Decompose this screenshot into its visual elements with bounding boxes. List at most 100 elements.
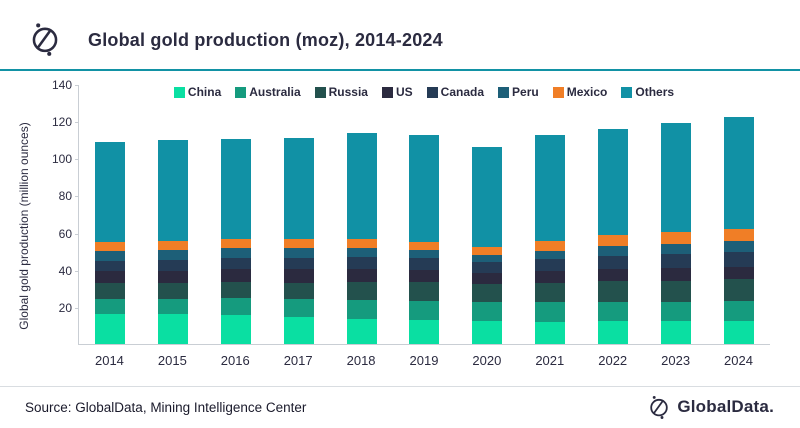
bar-segment-us	[597, 269, 628, 282]
x-tick-label: 2014	[94, 353, 124, 368]
stacked-bar-2022	[597, 128, 628, 344]
bar-segment-canada	[221, 258, 252, 270]
bar-segment-us	[346, 268, 377, 283]
footer: Source: GlobalData, Mining Intelligence …	[0, 386, 800, 428]
legend-swatch-icon	[173, 86, 185, 98]
bar-segment-russia	[158, 282, 189, 299]
bar-segment-others	[660, 122, 691, 233]
y-axis-title: Global gold production (million ounces)	[17, 122, 31, 330]
bar-segment-china	[723, 320, 754, 344]
bar-segment-others	[535, 135, 566, 242]
bar-segment-others	[409, 135, 440, 242]
bar-segment-china	[660, 321, 691, 344]
bar-segment-australia	[723, 301, 754, 321]
y-tick-label: 140	[51, 78, 72, 92]
bar-segment-peru	[472, 254, 503, 262]
bar-segment-mexico	[221, 238, 252, 249]
bar-segment-us	[283, 269, 314, 283]
bar-segment-china	[221, 314, 252, 344]
bar-segment-china	[283, 316, 314, 344]
bar-segment-peru	[283, 248, 314, 259]
brand-block: GlobalData.	[647, 395, 774, 419]
bar-segment-mexico	[409, 241, 440, 250]
legend-item-russia: Russia	[314, 85, 368, 99]
y-tick-label: 60	[58, 226, 72, 241]
source-note: Source: GlobalData, Mining Intelligence …	[25, 400, 307, 415]
bar-segment-canada	[409, 258, 440, 270]
bar-segment-others	[221, 138, 252, 239]
stacked-bar-2015	[158, 140, 189, 344]
stacked-bar-2016	[221, 138, 252, 344]
y-tick-mark	[75, 307, 79, 309]
bar-segment-china	[472, 321, 503, 344]
bar-segment-mexico	[283, 238, 314, 249]
bar-segment-china	[95, 313, 126, 344]
x-tick-label: 2016	[220, 353, 250, 368]
y-tick-label: 80	[58, 189, 72, 204]
legend-label: Australia	[249, 85, 301, 99]
bar-segment-russia	[535, 283, 566, 303]
stacked-bar-2014	[95, 142, 126, 344]
bar-segment-canada	[723, 251, 754, 267]
bar-segment-canada	[346, 257, 377, 269]
globaldata-logo-icon	[32, 23, 58, 56]
bar-segment-australia	[221, 298, 252, 315]
bar-segment-mexico	[723, 229, 754, 242]
bar-segment-peru	[346, 247, 377, 258]
bar-segment-russia	[597, 281, 628, 302]
legend-label: China	[187, 85, 222, 99]
y-tick-mark	[75, 85, 79, 86]
bar-segment-us	[409, 269, 440, 282]
stacked-bar-2018	[346, 133, 377, 344]
x-axis-labels: 2014 2015 2016 2017 2018 2019 2020 2021 2022 2023…	[78, 353, 770, 368]
y-tick-mark	[75, 122, 79, 124]
x-tick-label: 2020	[472, 353, 502, 368]
bar-segment-mexico	[95, 241, 126, 252]
y-tick-mark	[75, 270, 79, 272]
bar-segment-others	[597, 128, 628, 236]
chart-legend: China Australia Russia US Canada Peru Mexico Ot…	[78, 85, 770, 99]
x-tick-label: 2023	[661, 353, 691, 368]
bar-segment-china	[535, 321, 566, 344]
bar-segment-russia	[283, 282, 314, 300]
bar-segment-australia	[95, 298, 126, 314]
bar-segment-peru	[95, 251, 126, 262]
legend-item-mexico: Mexico	[552, 85, 608, 99]
x-tick-label: 2019	[409, 353, 439, 368]
bars-container	[79, 85, 770, 344]
legend-label: Canada	[440, 85, 485, 99]
bar-segment-canada	[472, 261, 503, 273]
bar-segment-russia	[723, 279, 754, 302]
bar-segment-china	[346, 318, 377, 344]
bar-segment-others	[283, 137, 314, 239]
accent-divider	[0, 69, 800, 71]
bar-segment-mexico	[472, 247, 503, 255]
chart-area: China Australia Russia US Canada Peru Mexico Ot…	[0, 71, 800, 385]
legend-label: Mexico	[566, 85, 608, 99]
stacked-bar-2020	[472, 147, 503, 344]
stacked-bar-2024	[723, 116, 754, 344]
bar-segment-russia	[95, 283, 126, 299]
y-tick-mark	[75, 196, 79, 198]
bar-segment-canada	[597, 255, 628, 270]
stacked-bar-2021	[535, 135, 566, 344]
bar-segment-mexico	[597, 235, 628, 247]
bar-segment-canada	[95, 261, 126, 272]
bar-segment-mexico	[158, 240, 189, 251]
bar-segment-canada	[283, 258, 314, 270]
legend-swatch-icon	[235, 86, 247, 98]
y-tick-label: 20	[58, 300, 72, 315]
bar-segment-russia	[660, 280, 691, 302]
legend-label: US	[395, 85, 413, 99]
stacked-bar-2017	[283, 137, 314, 344]
bar-segment-australia	[283, 299, 314, 317]
bar-segment-russia	[221, 282, 252, 299]
bar-segment-mexico	[660, 232, 691, 244]
bar-segment-australia	[346, 300, 377, 319]
bar-segment-china	[409, 320, 440, 344]
y-tick-label: 120	[51, 115, 72, 130]
x-tick-label: 2024	[724, 353, 753, 368]
legend-label: Others	[635, 85, 675, 99]
bar-segment-china	[158, 314, 189, 344]
bar-segment-mexico	[346, 238, 377, 248]
